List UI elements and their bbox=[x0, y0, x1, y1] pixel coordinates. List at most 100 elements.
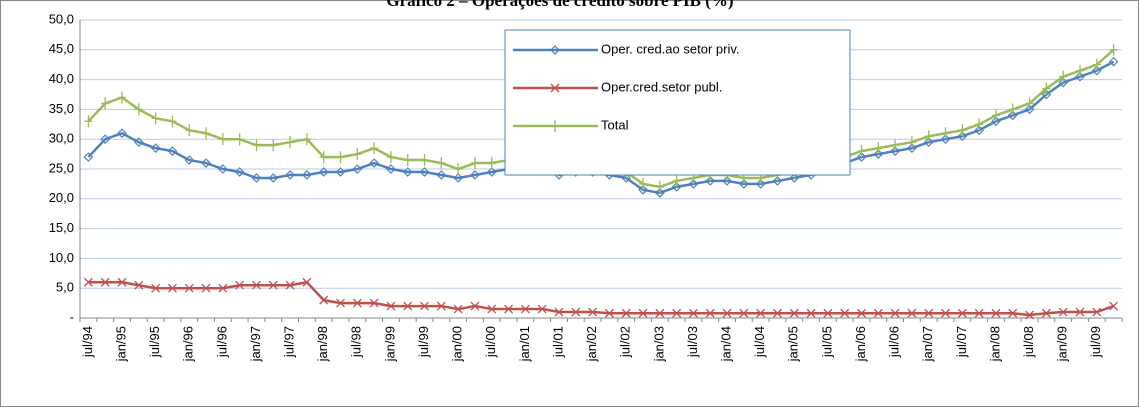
x-tick-label: jan/05 bbox=[786, 326, 801, 362]
marker bbox=[739, 308, 749, 318]
marker bbox=[268, 173, 279, 183]
x-tick-label: jul/96 bbox=[214, 326, 229, 358]
marker bbox=[1075, 64, 1084, 77]
marker bbox=[285, 280, 295, 290]
marker bbox=[252, 139, 261, 152]
marker bbox=[941, 308, 950, 318]
x-tick-label: jan/03 bbox=[651, 326, 666, 362]
marker bbox=[1059, 70, 1068, 83]
marker bbox=[891, 139, 900, 152]
x-tick-label: jul/04 bbox=[752, 326, 767, 358]
marker bbox=[185, 124, 194, 137]
marker bbox=[1025, 97, 1034, 110]
marker bbox=[907, 308, 917, 318]
marker bbox=[486, 167, 497, 177]
marker bbox=[655, 180, 664, 193]
marker bbox=[806, 308, 816, 318]
marker bbox=[151, 283, 161, 293]
marker bbox=[150, 143, 161, 153]
marker bbox=[83, 152, 94, 162]
marker bbox=[319, 151, 328, 164]
marker bbox=[1025, 310, 1035, 320]
x-tick-label: jan/00 bbox=[450, 326, 465, 362]
marker bbox=[168, 115, 177, 128]
x-tick-label: jan/09 bbox=[1055, 326, 1070, 362]
marker bbox=[403, 301, 413, 311]
marker bbox=[269, 139, 278, 152]
marker bbox=[755, 179, 766, 189]
series-line bbox=[88, 280, 1115, 317]
marker bbox=[722, 308, 732, 318]
marker bbox=[234, 167, 245, 177]
marker bbox=[856, 152, 867, 162]
marker bbox=[319, 295, 329, 305]
marker bbox=[974, 308, 984, 318]
marker bbox=[957, 308, 967, 318]
y-tick-label: 25,0 bbox=[49, 160, 74, 175]
marker bbox=[436, 170, 447, 180]
y-tick-label: 10,0 bbox=[49, 250, 74, 265]
x-tick-label: jul/09 bbox=[1088, 326, 1103, 358]
marker bbox=[470, 170, 480, 180]
marker bbox=[235, 280, 245, 290]
marker bbox=[1108, 56, 1119, 67]
marker bbox=[1058, 307, 1068, 317]
y-tick-label: 40,0 bbox=[49, 71, 74, 86]
marker bbox=[83, 277, 93, 287]
marker bbox=[638, 185, 648, 195]
marker bbox=[101, 97, 110, 110]
marker bbox=[117, 128, 127, 139]
x-tick-label: jul/07 bbox=[954, 326, 969, 358]
marker bbox=[335, 167, 346, 177]
marker bbox=[84, 115, 93, 128]
x-tick-label: jul/06 bbox=[887, 326, 902, 358]
marker bbox=[419, 167, 430, 177]
legend-label: Total bbox=[601, 117, 629, 132]
marker bbox=[672, 174, 681, 187]
marker bbox=[1109, 43, 1118, 56]
marker bbox=[453, 304, 463, 314]
marker bbox=[550, 45, 560, 55]
marker bbox=[369, 158, 379, 168]
marker bbox=[1092, 58, 1101, 71]
marker bbox=[352, 298, 362, 308]
x-tick-label: jan/04 bbox=[718, 326, 733, 362]
marker bbox=[302, 170, 312, 180]
marker bbox=[336, 151, 345, 164]
marker bbox=[251, 173, 262, 183]
marker bbox=[520, 304, 530, 314]
marker bbox=[1091, 65, 1102, 76]
x-tick-label: jan/97 bbox=[248, 326, 263, 362]
marker bbox=[991, 116, 1001, 127]
x-tick-label: jan/02 bbox=[584, 326, 599, 362]
marker bbox=[655, 308, 665, 318]
marker bbox=[588, 307, 598, 317]
marker bbox=[100, 134, 111, 145]
marker bbox=[890, 308, 900, 318]
marker bbox=[671, 182, 682, 192]
marker bbox=[1075, 307, 1085, 317]
marker bbox=[1008, 308, 1018, 318]
marker bbox=[470, 157, 479, 170]
marker bbox=[302, 277, 312, 287]
x-tick-label: jan/07 bbox=[920, 326, 935, 362]
marker bbox=[924, 308, 934, 318]
marker bbox=[1041, 308, 1051, 318]
marker bbox=[789, 308, 799, 318]
marker bbox=[402, 167, 413, 177]
marker bbox=[857, 308, 866, 318]
marker bbox=[1075, 71, 1085, 82]
marker bbox=[857, 145, 866, 158]
marker bbox=[353, 148, 362, 161]
marker bbox=[420, 301, 429, 311]
marker bbox=[739, 179, 749, 189]
marker bbox=[537, 304, 547, 314]
marker bbox=[184, 155, 195, 165]
x-tick-label: jan/96 bbox=[181, 326, 196, 362]
marker bbox=[621, 308, 631, 318]
marker bbox=[453, 173, 463, 183]
marker bbox=[991, 308, 1001, 318]
marker bbox=[386, 301, 396, 311]
marker bbox=[991, 109, 1000, 122]
x-tick-label: jul/97 bbox=[282, 326, 297, 358]
